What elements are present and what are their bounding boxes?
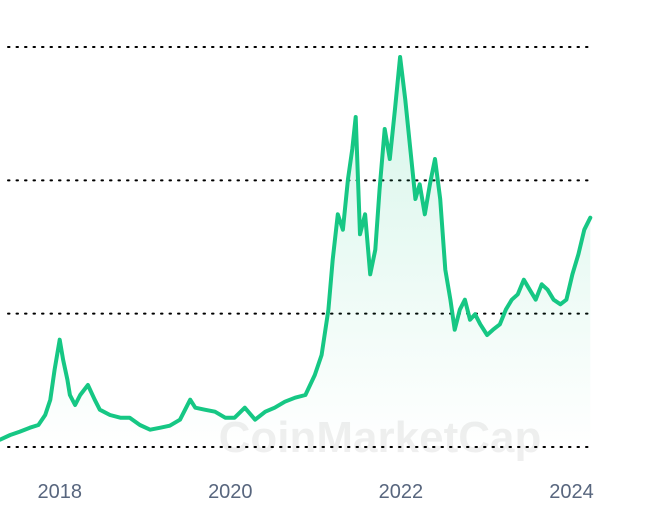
x-tick-label: 2020 [208, 481, 253, 503]
x-tick-label: 2022 [379, 481, 424, 503]
x-tick-label: 2024 [549, 481, 594, 503]
area [0, 57, 591, 447]
price-line [0, 55, 593, 442]
x-tick-label: 2018 [37, 481, 82, 503]
